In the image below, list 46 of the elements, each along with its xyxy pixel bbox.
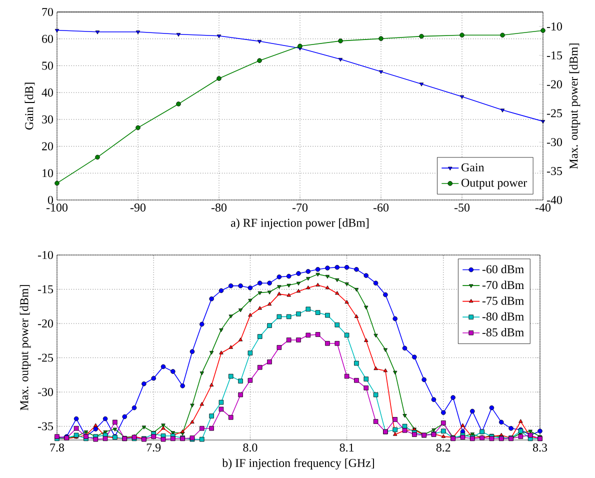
y-tick-label: 10	[42, 169, 54, 178]
y-tick-label: -15	[38, 285, 54, 294]
x-tick-label: -40	[535, 204, 551, 212]
y-tick-label: 70	[42, 8, 54, 16]
x-tick-label: -50	[454, 204, 470, 212]
legend-label: Output power	[462, 178, 527, 190]
x-axis-title: b) IF injection frequency [GHz]	[222, 458, 374, 470]
y2-tick-label: -15	[546, 51, 562, 60]
x-tick-label: -70	[292, 204, 308, 212]
x-tick-label: -90	[130, 204, 146, 212]
legend-label: -80 dBm	[482, 312, 524, 321]
legend-label: -70 dBm	[482, 280, 524, 290]
y-tick-label: 50	[42, 62, 54, 70]
y2-axis-title: Max. output power [dBm]	[569, 44, 580, 169]
y-axis-title: Gain [dB]	[24, 82, 35, 130]
y-tick-label: 30	[42, 115, 54, 124]
legend-label: -85 dBm	[482, 328, 524, 336]
y2-tick-label: -20	[546, 80, 562, 88]
y-tick-label: -10	[38, 250, 54, 260]
y2-tick-label: -30	[546, 138, 562, 146]
y-tick-label: -20	[38, 319, 54, 328]
y-tick-label: 60	[42, 34, 54, 43]
y2-tick-label: -25	[546, 109, 562, 118]
y-axis-title: Max. output power [dBm]	[20, 285, 31, 410]
x-tick-label: -80	[211, 204, 227, 212]
x-tick-label: 8.3	[532, 444, 548, 452]
x-tick-label: -60	[373, 204, 389, 212]
x-tick-label: 7.8	[50, 444, 64, 452]
x-tick-label: 8.0	[243, 444, 258, 452]
y2-tick-label: -40	[546, 196, 562, 204]
x-axis-title: a) RF injection power [dBm]	[231, 218, 369, 230]
y2-tick-label: -10	[546, 22, 562, 30]
legend-label: -75 dBm	[482, 296, 524, 305]
y-tick-label: 40	[42, 88, 54, 97]
x-tick-label: -100	[46, 204, 68, 212]
y-tick-label: 0	[48, 196, 54, 204]
y-tick-label: -30	[38, 388, 54, 396]
y2-tick-label: -35	[546, 167, 562, 176]
y-tick-label: -25	[38, 354, 54, 362]
x-tick-label: 8.2	[436, 444, 450, 452]
legend-label: -60 dBm	[482, 264, 524, 274]
x-tick-label: 8.1	[340, 444, 354, 452]
x-tick-label: 7.9	[146, 444, 161, 452]
y-tick-label: 20	[42, 142, 54, 150]
legend-label: Gain	[462, 163, 484, 172]
y-tick-label: -35	[38, 422, 54, 430]
